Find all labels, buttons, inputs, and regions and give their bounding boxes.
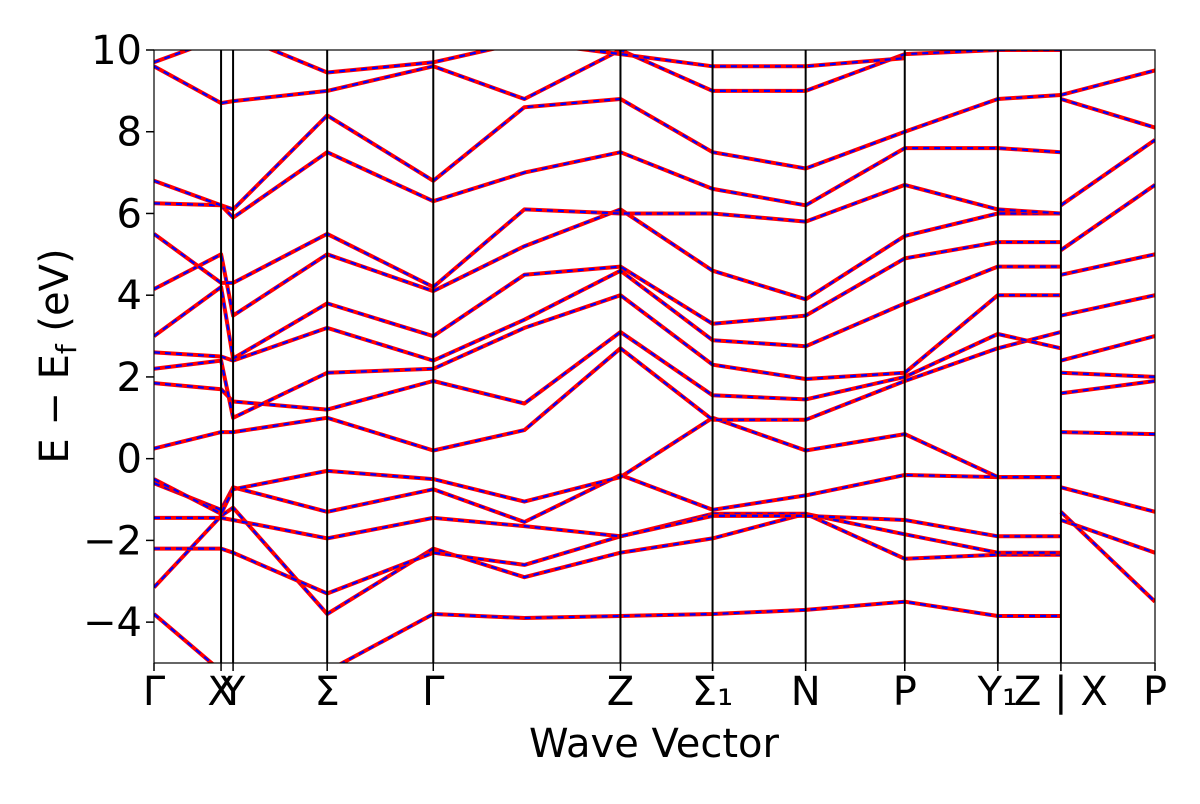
band-12-spin-down: [154, 183, 1155, 317]
x-tick-label: P: [1143, 669, 1167, 715]
y-tick-label: 0: [117, 437, 142, 483]
band-8-spin-up: [154, 330, 1155, 412]
x-tick-label: P: [893, 669, 917, 715]
band-15-spin-down: [154, 69, 1155, 211]
band-8-spin-down: [154, 330, 1155, 411]
y-axis-label-unit: (eV): [32, 248, 78, 344]
band-1-spin-down: [154, 511, 1155, 663]
band-7-spin-down: [154, 330, 1155, 452]
band-6-spin-up: [154, 415, 1155, 516]
band-2-spin-up: [154, 505, 1155, 616]
band-13-spin-down: [154, 138, 1155, 289]
y-tick-label: 4: [117, 273, 142, 319]
x-tick-label: Z: [607, 669, 634, 715]
x-tick-label: Σ₁: [692, 669, 733, 715]
x-tick-label: Γ: [143, 669, 166, 715]
plot-frame: [153, 49, 1156, 664]
band-11-spin-down: [154, 241, 1155, 360]
y-axis-label-main: E − E: [32, 354, 78, 464]
band-9-spin-down: [154, 294, 1155, 419]
band-3-spin-up: [154, 485, 1155, 596]
x-tick-label: Y: [220, 669, 246, 715]
band-2-spin-down: [154, 506, 1155, 616]
high-symmetry-lines: [220, 50, 1062, 663]
y-axis-label-sub: f: [50, 343, 83, 354]
bands-layer: [154, 50, 1155, 663]
y-axis-ticks: 10 8 6 4 2 0 −2 −4: [83, 28, 154, 646]
band-14-spin-down: [154, 97, 1155, 219]
y-tick-label: 6: [117, 191, 142, 237]
x-tick-label: Σ: [315, 669, 340, 715]
y-axis-label: E − Ef (eV): [32, 248, 83, 463]
band-16-spin-down: [154, 50, 1061, 105]
x-axis-label: Wave Vector: [529, 721, 780, 767]
band-11-spin-up: [154, 240, 1155, 361]
y-tick-label: 2: [117, 355, 142, 401]
y-tick-label: 10: [91, 28, 142, 74]
band-17-spin-up: [154, 50, 905, 75]
x-tick-label: X: [207, 669, 234, 715]
band-4-spin-down: [154, 514, 1061, 540]
x-tick-label: N: [791, 669, 821, 715]
y-tick-label: −2: [83, 518, 142, 564]
band-4-spin-up: [154, 513, 1061, 541]
band-7-spin-up: [154, 330, 1155, 453]
band-10-spin-down: [154, 265, 1155, 362]
y-tick-label: 8: [117, 110, 142, 156]
band-3-spin-down: [154, 486, 1155, 595]
band-6-spin-down: [154, 416, 1155, 515]
y-tick-label: −4: [83, 600, 142, 646]
x-tick-label: Γ: [422, 669, 445, 715]
x-tick-label: Y₁: [977, 669, 1018, 715]
band-15-spin-up: [154, 68, 1155, 212]
x-tick-label: Z | X: [1014, 669, 1108, 715]
